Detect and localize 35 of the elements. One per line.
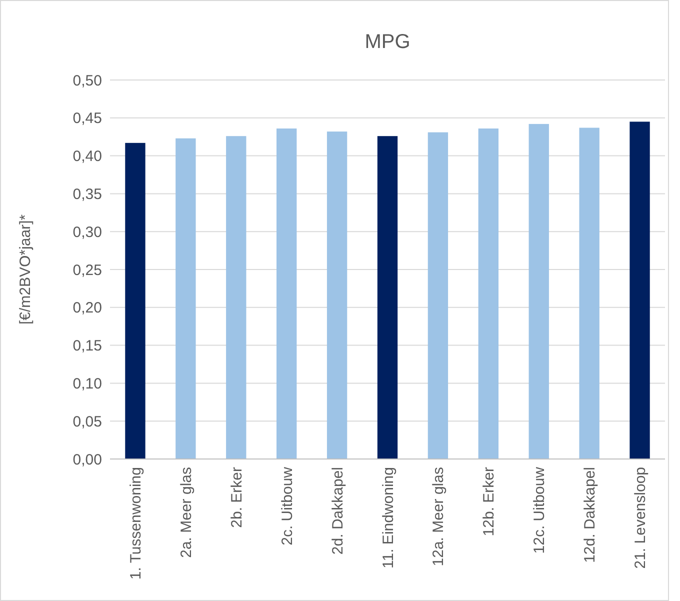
x-tick-label: 12c. Uitbouw: [531, 466, 548, 554]
bar: [528, 124, 549, 459]
y-axis-title: [€/m2BVO*jaar]*: [17, 214, 34, 325]
bar: [276, 128, 297, 459]
x-tick-label: 2c. Uitbouw: [278, 466, 296, 546]
y-tick-label: 0,20: [72, 300, 102, 317]
y-tick-label: 0,35: [72, 186, 102, 203]
bar: [579, 128, 600, 459]
chart-title: MPG: [364, 31, 410, 53]
y-tick-label: 0,50: [72, 72, 102, 90]
x-tick-label: 1. Tussenwoning: [127, 467, 144, 580]
y-tick-label: 0,45: [72, 110, 102, 128]
y-tick-label: 0,10: [72, 375, 102, 392]
bar: [478, 128, 498, 459]
bar: [226, 136, 246, 459]
x-tick-label: 12b. Erker: [480, 467, 498, 536]
bar: [176, 138, 196, 459]
y-tick-label: 0,00: [72, 451, 102, 468]
x-tick-label: 2b. Erker: [228, 467, 246, 528]
bar: [377, 136, 398, 459]
bar: [630, 122, 650, 459]
y-tick-label: 0,30: [72, 224, 102, 241]
x-tick-label: 12a. Meer glas: [430, 467, 448, 566]
y-tick-label: 0,15: [72, 338, 102, 355]
x-tick-label: 12d. Dakkapel: [582, 467, 599, 563]
y-tick-label: 0,40: [72, 148, 102, 166]
bar: [428, 132, 448, 459]
x-tick-label: 2a. Meer glas: [178, 467, 195, 558]
y-tick-label: 0,05: [72, 413, 102, 430]
y-tick-label: 0,25: [72, 262, 102, 279]
x-tick-label: 21. Levensloop: [632, 467, 650, 569]
x-tick-label: 11. Eindwoning: [380, 467, 397, 568]
bar: [326, 132, 348, 459]
bar: [125, 142, 146, 459]
x-tick-label: 2d. Dakkapel: [329, 467, 346, 555]
